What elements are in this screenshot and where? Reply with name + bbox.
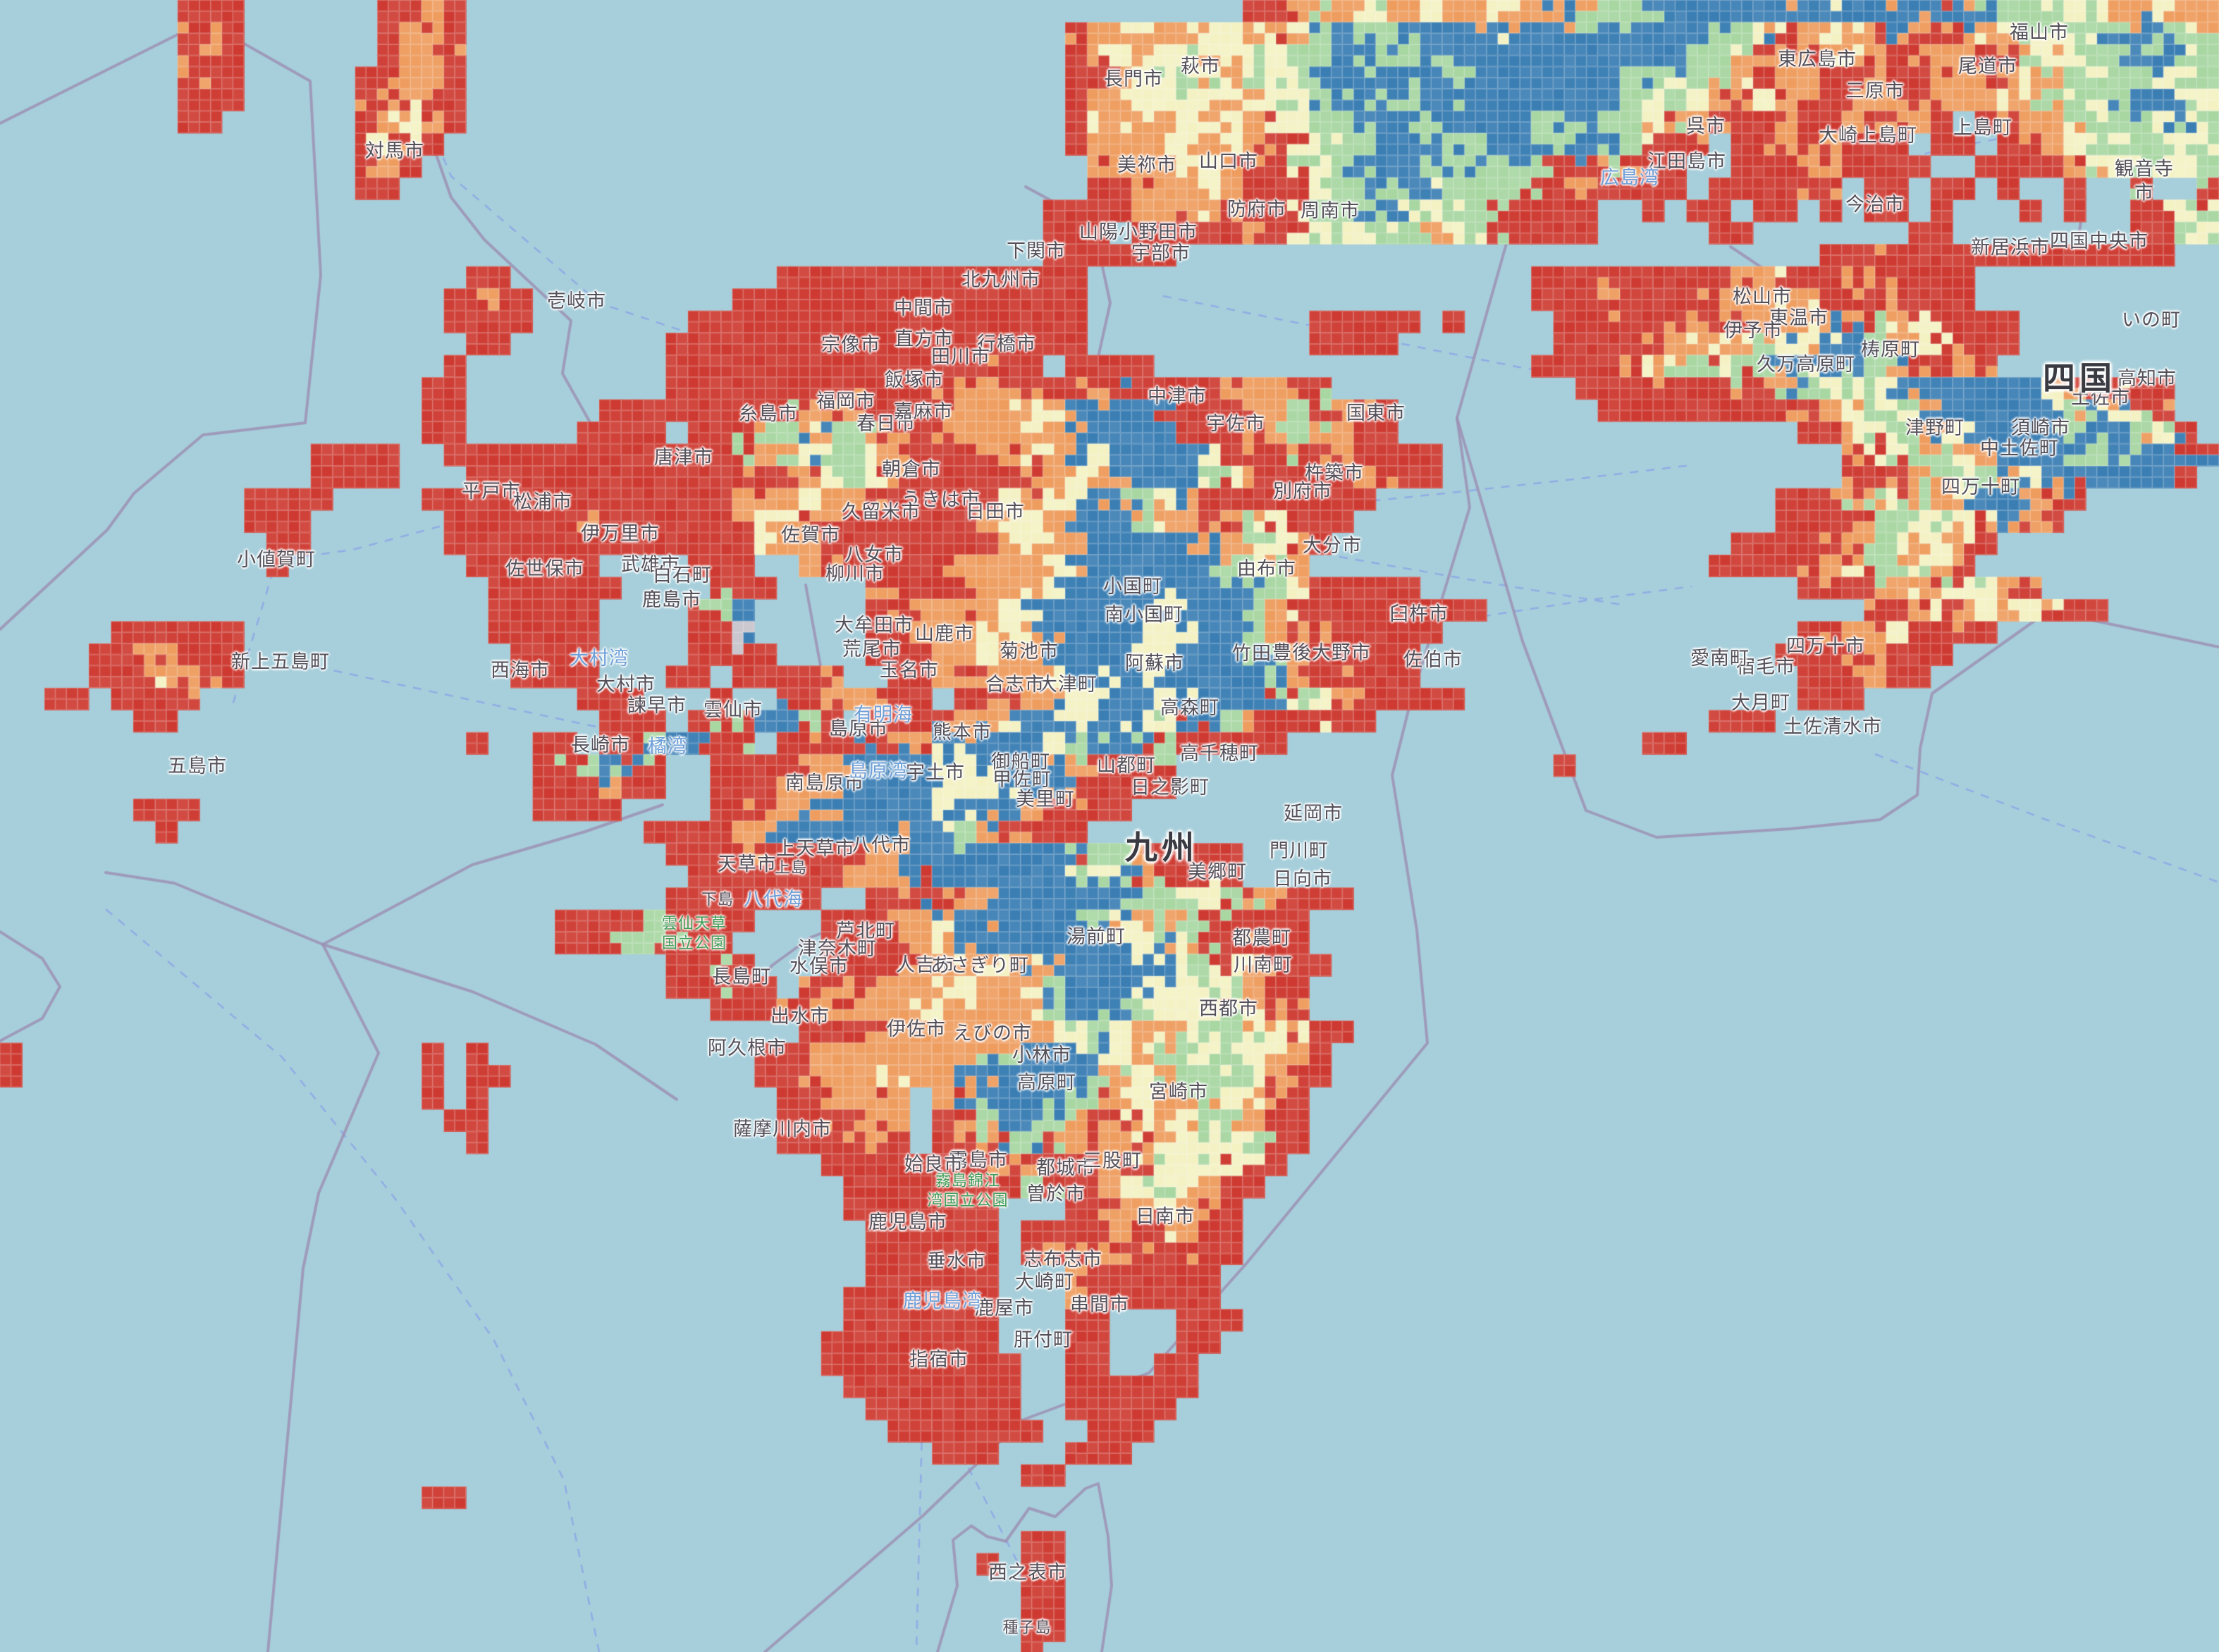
map-viewport[interactable]: 対馬市 壱岐市 唐津市 糸島市 福岡市 春日市 宗像市 中間市 直方市 北九州市 行橋市 飯塚市 田川市… <box>0 0 2219 1652</box>
seismic-hazard-mesh-map-page: { "map": { "width": 3148, "height": 2344… <box>0 0 2219 1652</box>
hazard-mesh-canvas <box>0 0 2219 1652</box>
